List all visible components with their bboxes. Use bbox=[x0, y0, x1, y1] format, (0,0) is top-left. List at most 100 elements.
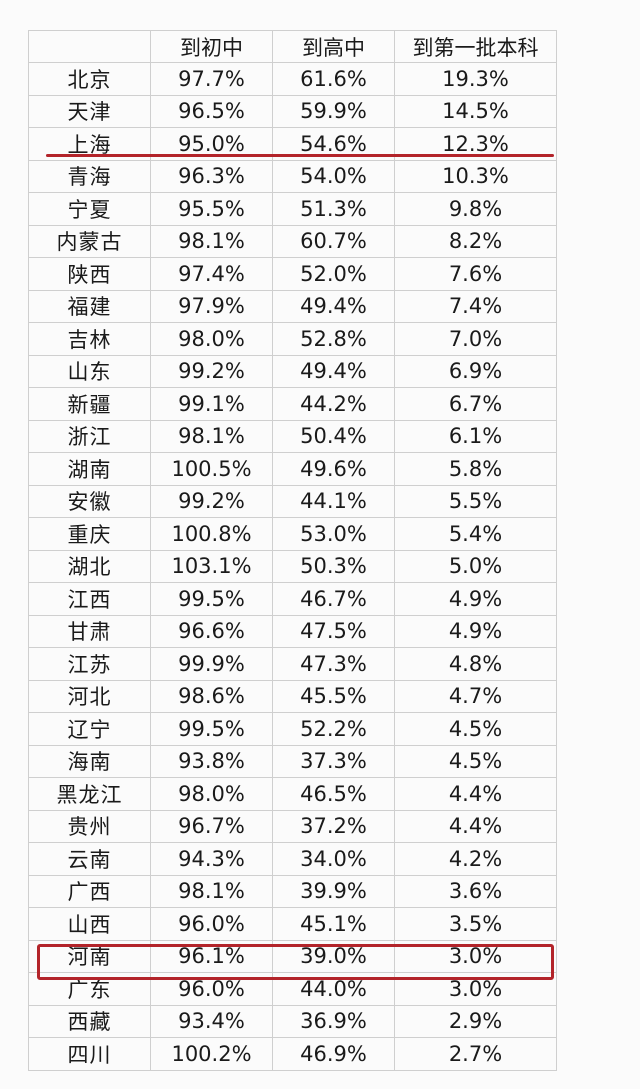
province-cell: 黑龙江 bbox=[28, 777, 151, 811]
province-cell: 青海 bbox=[28, 159, 151, 193]
province-cell: 广西 bbox=[28, 874, 151, 908]
tier1-cell: 10.3% bbox=[394, 159, 557, 193]
table-row: 江西 99.5% 46.7% 4.9% bbox=[28, 582, 557, 616]
table-row: 云南 94.3% 34.0% 4.2% bbox=[28, 842, 557, 876]
province-cell: 西藏 bbox=[28, 1004, 151, 1038]
tier1-cell: 19.3% bbox=[394, 62, 557, 96]
senior-cell: 50.3% bbox=[272, 549, 395, 583]
senior-cell: 46.7% bbox=[272, 582, 395, 616]
table-row: 山西 96.0% 45.1% 3.5% bbox=[28, 907, 557, 941]
tier1-cell: 5.4% bbox=[394, 517, 557, 551]
province-cell: 云南 bbox=[28, 842, 151, 876]
senior-cell: 46.5% bbox=[272, 777, 395, 811]
junior-cell: 96.7% bbox=[150, 809, 273, 843]
tier1-cell: 3.5% bbox=[394, 907, 557, 941]
tier1-cell: 4.5% bbox=[394, 712, 557, 746]
table-row: 海南 93.8% 37.3% 4.5% bbox=[28, 744, 557, 778]
header-cell-senior: 到高中 bbox=[272, 30, 395, 63]
data-table: 到初中 到高中 到第一批本科 北京 97.7% 61.6% 19.3% 天津 96.5% 5… bbox=[28, 30, 557, 1071]
province-cell: 陕西 bbox=[28, 257, 151, 291]
province-cell: 河北 bbox=[28, 679, 151, 713]
province-cell: 浙江 bbox=[28, 419, 151, 453]
province-cell: 湖北 bbox=[28, 549, 151, 583]
senior-cell: 49.6% bbox=[272, 452, 395, 486]
senior-cell: 61.6% bbox=[272, 62, 395, 96]
table-row: 北京 97.7% 61.6% 19.3% bbox=[28, 62, 557, 96]
senior-cell: 60.7% bbox=[272, 224, 395, 258]
junior-cell: 97.9% bbox=[150, 289, 273, 323]
senior-cell: 37.3% bbox=[272, 744, 395, 778]
province-cell: 宁夏 bbox=[28, 192, 151, 226]
header-cell-tier1: 到第一批本科 bbox=[394, 30, 557, 63]
province-cell: 内蒙古 bbox=[28, 224, 151, 258]
table-row: 黑龙江 98.0% 46.5% 4.4% bbox=[28, 777, 557, 811]
junior-cell: 96.3% bbox=[150, 159, 273, 193]
junior-cell: 103.1% bbox=[150, 549, 273, 583]
header-row: 到初中 到高中 到第一批本科 bbox=[28, 30, 557, 63]
table-row: 宁夏 95.5% 51.3% 9.8% bbox=[28, 192, 557, 226]
tier1-cell: 6.9% bbox=[394, 354, 557, 388]
table-row: 西藏 93.4% 36.9% 2.9% bbox=[28, 1004, 557, 1038]
highlight-underline bbox=[46, 154, 554, 157]
tier1-cell: 4.8% bbox=[394, 647, 557, 681]
province-cell: 新疆 bbox=[28, 387, 151, 421]
senior-cell: 45.5% bbox=[272, 679, 395, 713]
table-row: 湖南 100.5% 49.6% 5.8% bbox=[28, 452, 557, 486]
province-cell: 吉林 bbox=[28, 322, 151, 356]
province-cell: 海南 bbox=[28, 744, 151, 778]
table-row: 广西 98.1% 39.9% 3.6% bbox=[28, 874, 557, 908]
tier1-cell: 4.4% bbox=[394, 809, 557, 843]
junior-cell: 99.5% bbox=[150, 712, 273, 746]
tier1-cell: 4.7% bbox=[394, 679, 557, 713]
tier1-cell: 7.0% bbox=[394, 322, 557, 356]
junior-cell: 93.8% bbox=[150, 744, 273, 778]
junior-cell: 95.0% bbox=[150, 127, 273, 161]
province-cell: 甘肃 bbox=[28, 614, 151, 648]
province-cell: 山东 bbox=[28, 354, 151, 388]
table-row: 四川 100.2% 46.9% 2.7% bbox=[28, 1037, 557, 1071]
table-row: 贵州 96.7% 37.2% 4.4% bbox=[28, 809, 557, 843]
tier1-cell: 7.6% bbox=[394, 257, 557, 291]
junior-cell: 100.5% bbox=[150, 452, 273, 486]
table-row: 浙江 98.1% 50.4% 6.1% bbox=[28, 419, 557, 453]
province-cell: 湖南 bbox=[28, 452, 151, 486]
senior-cell: 52.0% bbox=[272, 257, 395, 291]
table-row: 安徽 99.2% 44.1% 5.5% bbox=[28, 484, 557, 518]
junior-cell: 96.0% bbox=[150, 907, 273, 941]
senior-cell: 47.3% bbox=[272, 647, 395, 681]
tier1-cell: 4.5% bbox=[394, 744, 557, 778]
tier1-cell: 5.8% bbox=[394, 452, 557, 486]
junior-cell: 99.2% bbox=[150, 354, 273, 388]
junior-cell: 99.2% bbox=[150, 484, 273, 518]
senior-cell: 39.9% bbox=[272, 874, 395, 908]
senior-cell: 59.9% bbox=[272, 94, 395, 128]
province-cell: 江西 bbox=[28, 582, 151, 616]
tier1-cell: 4.4% bbox=[394, 777, 557, 811]
tier1-cell: 5.5% bbox=[394, 484, 557, 518]
senior-cell: 53.0% bbox=[272, 517, 395, 551]
senior-cell: 45.1% bbox=[272, 907, 395, 941]
table-row: 陕西 97.4% 52.0% 7.6% bbox=[28, 257, 557, 291]
table-row: 内蒙古 98.1% 60.7% 8.2% bbox=[28, 224, 557, 258]
province-cell: 福建 bbox=[28, 289, 151, 323]
header-cell-province bbox=[28, 30, 151, 63]
senior-cell: 37.2% bbox=[272, 809, 395, 843]
senior-cell: 52.2% bbox=[272, 712, 395, 746]
junior-cell: 98.0% bbox=[150, 322, 273, 356]
junior-cell: 98.1% bbox=[150, 874, 273, 908]
table-row: 重庆 100.8% 53.0% 5.4% bbox=[28, 517, 557, 551]
senior-cell: 54.0% bbox=[272, 159, 395, 193]
junior-cell: 94.3% bbox=[150, 842, 273, 876]
header-cell-junior: 到初中 bbox=[150, 30, 273, 63]
tier1-cell: 4.9% bbox=[394, 614, 557, 648]
senior-cell: 49.4% bbox=[272, 289, 395, 323]
table-row: 江苏 99.9% 47.3% 4.8% bbox=[28, 647, 557, 681]
senior-cell: 44.2% bbox=[272, 387, 395, 421]
junior-cell: 99.1% bbox=[150, 387, 273, 421]
province-cell: 安徽 bbox=[28, 484, 151, 518]
junior-cell: 99.9% bbox=[150, 647, 273, 681]
province-cell: 四川 bbox=[28, 1037, 151, 1071]
junior-cell: 98.1% bbox=[150, 419, 273, 453]
junior-cell: 100.2% bbox=[150, 1037, 273, 1071]
table-row: 辽宁 99.5% 52.2% 4.5% bbox=[28, 712, 557, 746]
